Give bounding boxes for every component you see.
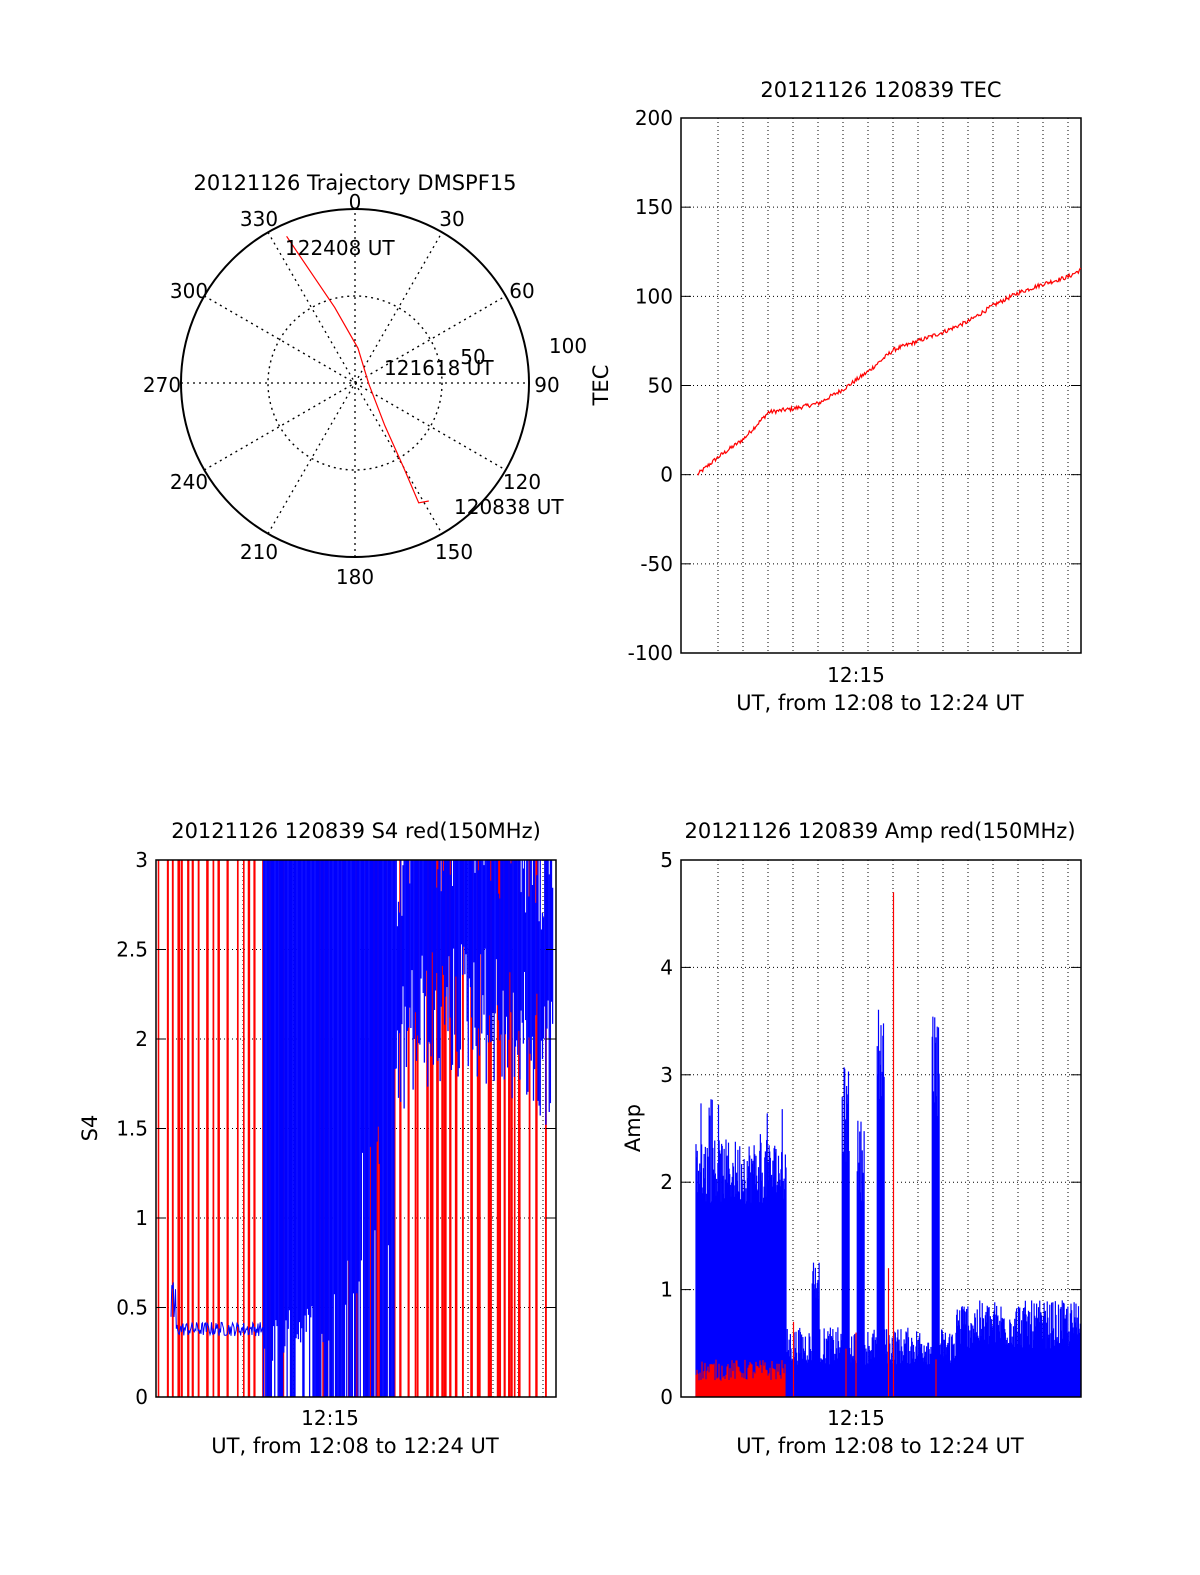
polar-angle-label: 270: [143, 373, 181, 397]
tec-y-axis-label: TEC: [589, 365, 613, 407]
y-tick-label: 2: [660, 1170, 673, 1194]
amp-y-ticks: 5 4 3 2 1 0: [660, 848, 1081, 1409]
polar-angle-label: 240: [170, 470, 208, 494]
polar-title: 20121126 Trajectory DMSPF15: [193, 171, 516, 195]
amp-x-tick-label: 12:15: [827, 1406, 885, 1430]
y-tick-label: 50: [648, 374, 673, 398]
amp-red-series: [695, 892, 937, 1397]
tec-title: 20121126 120839 TEC: [760, 78, 1001, 102]
polar-angle-label: 30: [439, 207, 464, 231]
amp-title: 20121126 120839 Amp red(150MHz): [684, 819, 1075, 843]
y-tick-label: 1: [135, 1206, 148, 1230]
tec-y-ticks: 200 150 100 50 0 -50 -100: [628, 106, 1081, 665]
trajectory-mid-label: 121618 UT: [384, 356, 494, 380]
polar-angle-label: 300: [170, 279, 208, 303]
y-tick-label: 0: [135, 1385, 148, 1409]
y-tick-label: 0: [660, 1385, 673, 1409]
trajectory-end-label: 122408 UT: [285, 236, 395, 260]
polar-angle-label: 120: [503, 470, 541, 494]
tec-chart: 20121126 120839 TEC 200150100500-50-100 …: [589, 78, 1082, 715]
y-tick-label: 1: [660, 1278, 673, 1302]
polar-radius-label: 50: [460, 345, 485, 369]
polar-angle-label: 60: [509, 279, 534, 303]
s4-chart: 20121126 120839 S4 red(150MHz) 3 2.5 2 1.5 1…: [78, 819, 557, 1458]
polar-angle-label: 210: [240, 540, 278, 564]
s4-blue-series-line: [170, 1282, 264, 1337]
y-tick-label: 3: [660, 1063, 673, 1087]
polar-angle-label: 150: [435, 540, 473, 564]
s4-title: 20121126 120839 S4 red(150MHz): [171, 819, 541, 843]
y-tick-label: 2.5: [116, 938, 148, 962]
polar-angle-label: 90: [534, 373, 559, 397]
y-tick-label: 150: [635, 195, 673, 219]
amp-chart: 20121126 120839 Amp red(150MHz) 5 4 3 2 1 0 A…: [621, 819, 1082, 1458]
y-tick-label: -100: [628, 641, 673, 665]
y-tick-label: 4: [660, 955, 673, 979]
trajectory-start-label: 120838 UT: [454, 495, 564, 519]
y-tick-label: 0: [660, 463, 673, 487]
polar-ring: [267, 295, 443, 471]
amp-x-axis-label: UT, from 12:08 to 12:24 UT: [736, 1434, 1024, 1458]
polar-spoke: [267, 231, 443, 535]
y-tick-label: 100: [635, 284, 673, 308]
tec-series-line: [696, 267, 1081, 476]
polar-chart: 20121126 Trajectory DMSPF15 0 30 60 90 1…: [143, 171, 587, 589]
s4-x-axis-label: UT, from 12:08 to 12:24 UT: [211, 1434, 499, 1458]
polar-angle-label: 180: [336, 565, 374, 589]
tec-x-axis-label: UT, from 12:08 to 12:24 UT: [736, 691, 1024, 715]
polar-angle-label: 0: [349, 190, 362, 214]
polar-radius-label: 100: [549, 334, 587, 358]
tec-x-tick-label: 12:15: [827, 663, 885, 687]
s4-blue-series-bars: [262, 860, 554, 1397]
s4-x-tick-label: 12:15: [301, 1406, 359, 1430]
y-tick-label: 2: [135, 1027, 148, 1051]
y-tick-label: 5: [660, 848, 673, 872]
y-tick-label: 200: [635, 106, 673, 130]
trajectory-line: [286, 235, 429, 504]
y-tick-label: 0.5: [116, 1296, 148, 1320]
y-tick-label: 1.5: [116, 1117, 148, 1141]
y-tick-label: 3: [135, 848, 148, 872]
tec-grid: [681, 118, 1081, 653]
s4-y-ticks: 3 2.5 2 1.5 1 0.5 0: [116, 848, 556, 1409]
amp-y-axis-label: Amp: [621, 1104, 645, 1152]
polar-outer-circle: [180, 208, 530, 558]
s4-y-axis-label: S4: [78, 1115, 102, 1142]
amp-plot-frame: [680, 859, 1082, 1398]
polar-angle-label: 330: [240, 207, 278, 231]
y-tick-label: -50: [640, 552, 673, 576]
